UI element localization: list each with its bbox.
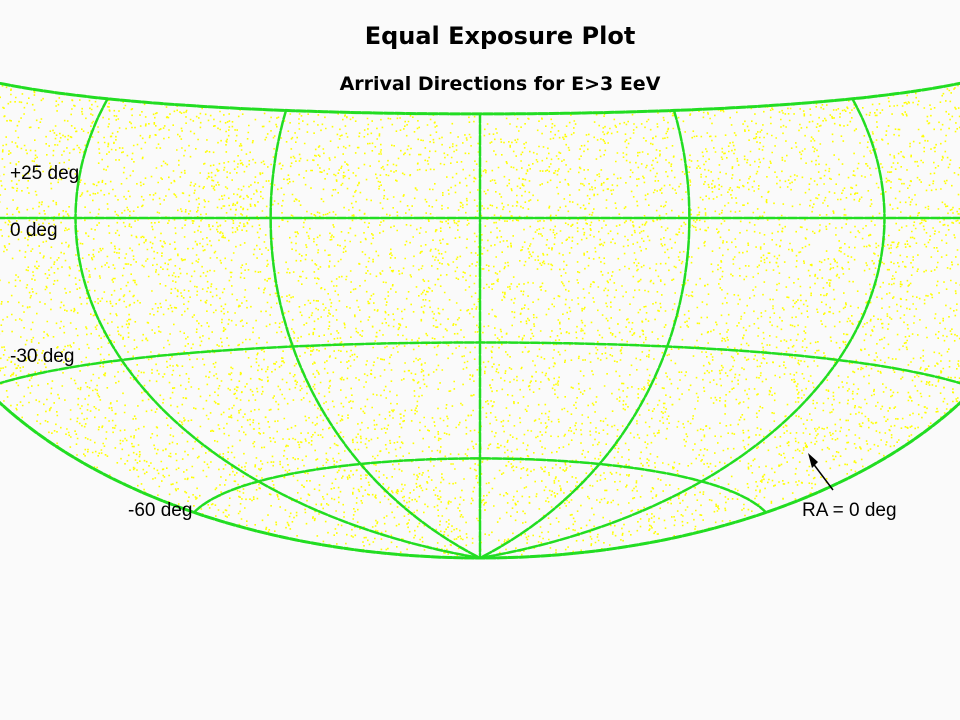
ra-label: RA = 0 deg: [802, 500, 897, 521]
ra-gridline-120: [269, 109, 482, 560]
ra-gridline-0: [0, 401, 482, 560]
ra-arrow-line: [811, 461, 834, 491]
arrival-direction-dots: [0, 84, 960, 560]
chart-subtitle: Arrival Directions for E>3 EeV: [339, 73, 661, 95]
ra-gridline-240: [478, 109, 691, 560]
arrival-points: [0, 84, 960, 560]
dec-label-minus30: -30 deg: [10, 346, 75, 367]
dec-label-0: 0 deg: [10, 220, 58, 241]
dec-label-minus60: -60 deg: [128, 500, 193, 521]
ra-gridline-60: [74, 97, 482, 560]
ra-arrow-head: [808, 453, 818, 468]
coordinate-grid: [0, 81, 960, 560]
ra-gridline-300: [478, 97, 886, 560]
ra-gridline-360: [478, 401, 960, 560]
dec-label-plus25: +25 deg: [10, 163, 80, 184]
chart-title: Equal Exposure Plot: [364, 22, 636, 50]
